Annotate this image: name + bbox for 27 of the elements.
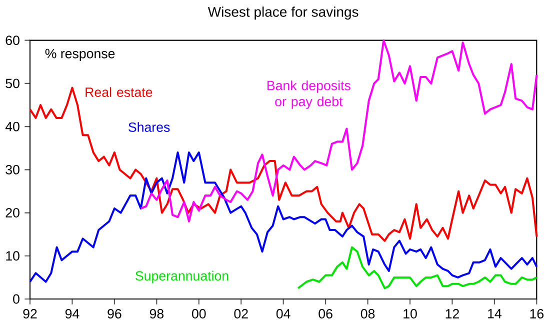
y-tick-label: 50 (6, 78, 20, 88)
x-tick-label: 96 (108, 309, 122, 318)
y-tick-label: 30 (6, 164, 20, 174)
x-tick-label: 14 (488, 309, 502, 318)
y-tick-label: 40 (5, 122, 20, 132)
text: Superannuation (136, 270, 228, 284)
x-tick-label: 92 (23, 309, 37, 318)
y-tick-label: 0 (13, 294, 20, 304)
y-tick-label: 10 (6, 251, 20, 261)
series-label: Bank deposits or pay debt (268, 80, 350, 109)
series-label: Shares (128, 122, 170, 132)
x-tick-label: 04 (276, 309, 290, 318)
y-tick-label: 20 (6, 208, 20, 218)
x-tick-label: 94 (65, 309, 80, 318)
x-tick-label: 12 (446, 309, 459, 318)
x-tick-label: 02 (234, 309, 248, 318)
chart-title: Wisest place for savings (208, 6, 358, 20)
x-tick-label: 10 (404, 309, 417, 318)
y-axis-title: % response (45, 48, 115, 61)
series-label: Real estate (86, 87, 152, 97)
line-series (29, 151, 538, 283)
x-tick-label: 16 (530, 309, 544, 318)
x-tick-label: 06 (318, 309, 332, 318)
x-tick-label: 00 (192, 309, 206, 318)
y-tick-label: 60 (6, 36, 20, 46)
x-tick-label: 98 (150, 309, 164, 318)
x-tick-label: 08 (360, 309, 375, 318)
